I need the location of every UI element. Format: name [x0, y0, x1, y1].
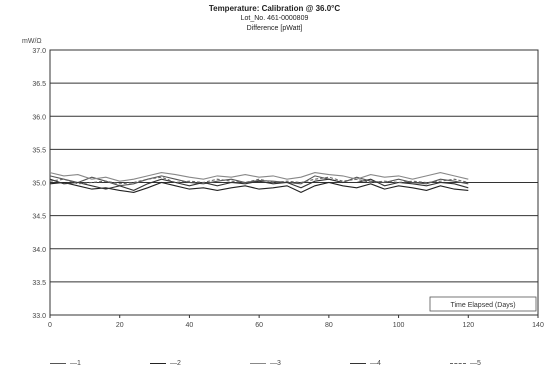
x-tick-label: 20 [116, 322, 124, 329]
chart-title: Temperature: Calibration @ 36.0°C [208, 4, 341, 13]
series-line-5 [49, 176, 469, 185]
x-tick-label: 140 [532, 322, 544, 329]
x-tick-label: 100 [393, 322, 405, 329]
x-tick-label: 120 [462, 322, 474, 329]
legend: —1 —2 —3 —4 —5 [40, 357, 540, 369]
x-axis-label: Time Elapsed (Days) [450, 302, 515, 309]
y-tick-label: 36.0 [32, 114, 46, 121]
series-line-2 [49, 181, 469, 194]
y-tick-label: 37.0 [32, 48, 46, 55]
x-tick-label: 60 [255, 322, 263, 329]
x-tick-label: 40 [186, 322, 194, 329]
y-tick-label: 35.5 [32, 147, 46, 154]
legend-swatch [350, 362, 366, 364]
y-tick-label: 34.0 [32, 247, 46, 254]
y-tick-label: 35.0 [32, 181, 46, 188]
series-line-4 [49, 178, 469, 191]
chart-subtitle: Lot_No. 461-0000809 [240, 15, 309, 22]
legend-item: —1 [50, 357, 81, 369]
legend-item: —2 [150, 357, 181, 369]
legend-label: —3 [270, 359, 281, 367]
y-tick-label: 33.0 [32, 313, 46, 320]
legend-label: —1 [70, 359, 81, 367]
legend-item: —5 [450, 357, 481, 369]
legend-label: —5 [470, 359, 481, 367]
legend-item: —3 [250, 357, 281, 369]
legend-swatch [450, 362, 466, 364]
x-tick-label: 80 [325, 322, 333, 329]
x-axis-label-box [429, 296, 537, 312]
legend-swatch [250, 362, 266, 364]
chart-subtitle-2: Difference [pWatt] [246, 25, 303, 32]
y-tick-label: 34.5 [32, 214, 46, 221]
y-tick-label: 33.5 [32, 280, 46, 287]
x-tick-label: 0 [48, 322, 52, 329]
legend-swatch [50, 362, 66, 364]
legend-label: —4 [370, 359, 381, 367]
legend-label: —2 [170, 359, 181, 367]
legend-swatch [150, 362, 166, 364]
legend-item: —4 [350, 357, 381, 369]
series-line-3 [49, 172, 469, 182]
y-tick-label: 36.5 [32, 81, 46, 88]
y-axis-label: mW/Ω [22, 38, 42, 45]
